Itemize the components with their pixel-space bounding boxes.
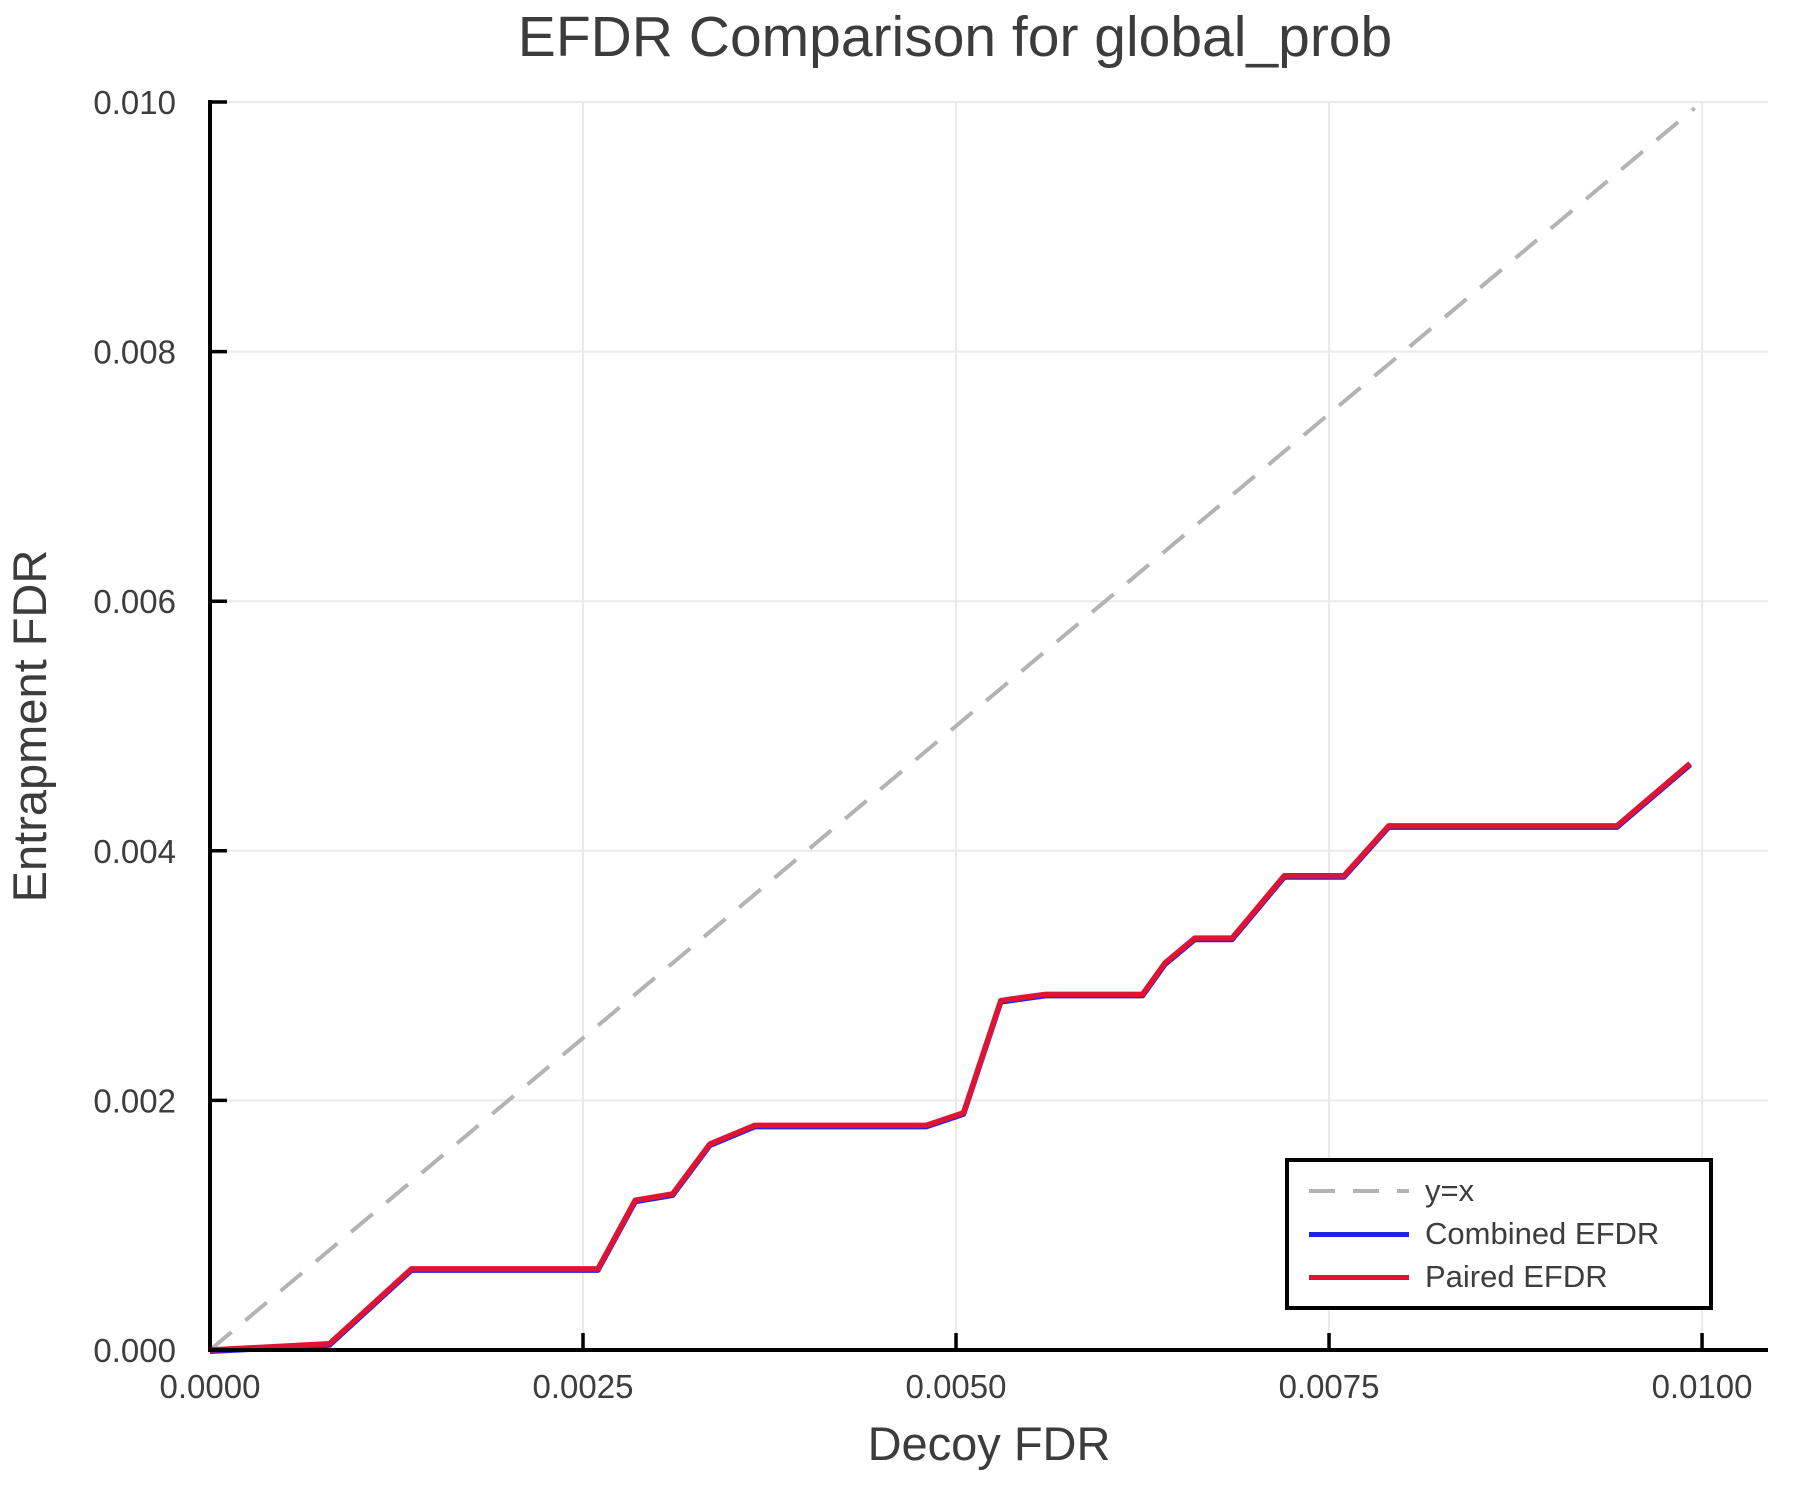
y-tick-label: 0.010 xyxy=(93,84,176,121)
yx-dashed-line-swatch xyxy=(1309,1189,1409,1193)
y-tick-label: 0.000 xyxy=(93,1332,176,1369)
x-tick-label: 0.0025 xyxy=(533,1368,634,1405)
paired-efdr-line-swatch xyxy=(1309,1274,1409,1280)
y-tick-label: 0.008 xyxy=(93,334,176,371)
y-tick-label: 0.004 xyxy=(93,833,176,870)
y-tick-label: 0.006 xyxy=(93,583,176,620)
legend-label-yx: y=x xyxy=(1425,1173,1475,1208)
legend-item-combined-efdr: Combined EFDR xyxy=(1309,1216,1709,1252)
combined-efdr-line-swatch xyxy=(1309,1231,1409,1237)
x-tick-label: 0.0100 xyxy=(1652,1368,1753,1405)
y-tick-label: 0.002 xyxy=(93,1082,176,1119)
legend-item-paired-efdr: Paired EFDR xyxy=(1309,1259,1709,1295)
legend-item-yx: y=x xyxy=(1309,1173,1709,1209)
x-tick-label: 0.0075 xyxy=(1279,1368,1380,1405)
chart-title: EFDR Comparison for global_prob xyxy=(517,5,1393,69)
legend: y=x Combined EFDR Paired EFDR xyxy=(1285,1158,1713,1310)
x-tick-label: 0.0050 xyxy=(906,1368,1007,1405)
x-tick-label: 0.0000 xyxy=(160,1368,261,1405)
legend-label-paired-efdr: Paired EFDR xyxy=(1425,1259,1608,1294)
x-axis-title: Decoy FDR xyxy=(867,1417,1111,1470)
legend-label-combined-efdr: Combined EFDR xyxy=(1425,1216,1660,1251)
